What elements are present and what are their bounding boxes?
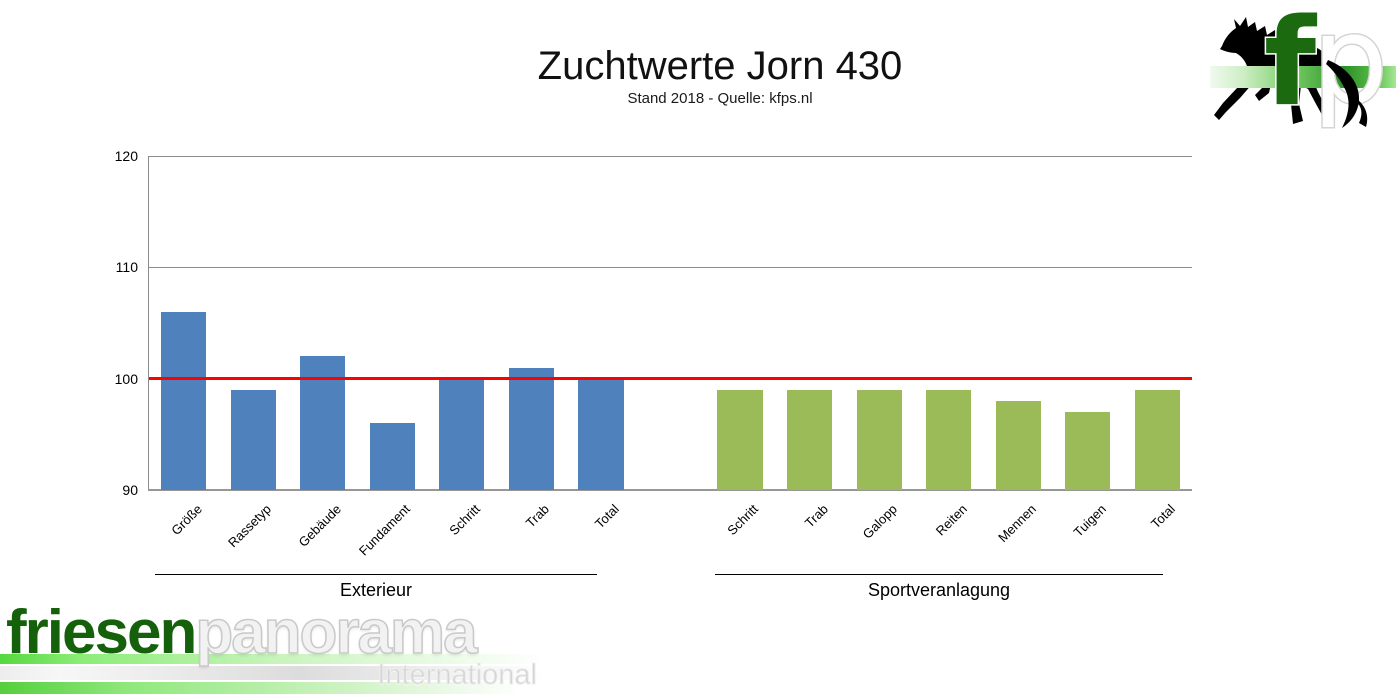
chart-subtitle: Stand 2018 - Quelle: kfps.nl [627,90,813,107]
wordmark-friesen: friesen [6,598,197,667]
footer-stripe-green-bottom [0,682,545,694]
bar-exterieur-fundament [369,423,415,490]
bar-sportveranlagung-galopp [856,389,902,490]
y-axis-tick-label-120: 120 [114,148,138,164]
bar-sportveranlagung-tuigen [1065,412,1111,490]
friesenpanorama-logo-mark: f p [1210,0,1396,135]
group-underline-exterieur [155,574,597,575]
reference-line-100 [149,377,1192,381]
horse-tail-icon [1326,60,1368,128]
logo-letter-f: f [1264,0,1318,133]
wordmark-panorama: panorama [195,598,479,667]
bar-exterieur-total [578,378,624,490]
y-axis-tick-label-100: 100 [114,370,138,387]
bar-sportveranlagung-mennen [995,400,1041,490]
group-underline-sportveranlagung [715,574,1163,575]
footer-stripe-gray [0,666,545,680]
chart-header: Zuchtwerte Jorn 430 Stand 2018 - Quelle:… [40,44,1400,107]
wordmark-tagline: International [377,659,538,692]
y-axis-line [148,156,149,490]
bar-exterieur-rassetyp [230,389,276,490]
wordmark-text: friesenpanorama [6,601,478,665]
chart-title: Zuchtwerte Jorn 430 [537,44,903,88]
bar-sportveranlagung-trab [786,389,833,490]
bar-exterieur-größe [161,311,207,490]
gridline-110 [149,266,1192,268]
bar-sportveranlagung-schritt [717,389,763,490]
bar-exterieur-trab [508,367,555,490]
logo-letter-p: p [1312,0,1388,131]
bar-sportveranlagung-reiten [926,389,972,490]
bar-sportveranlagung-total [1134,389,1180,490]
bar-exterieur-schritt [439,378,485,490]
y-axis-tick-label-90: 90 [122,482,138,498]
gridline-120 [149,155,1192,157]
x-axis-line [148,489,1192,491]
y-axis-tick-label-110: 110 [115,259,138,276]
group-label-sportveranlagung: Sportveranlagung [867,580,1011,600]
footer-stripe-green-top [0,654,545,664]
group-label-exterieur: Exterieur [339,580,413,600]
